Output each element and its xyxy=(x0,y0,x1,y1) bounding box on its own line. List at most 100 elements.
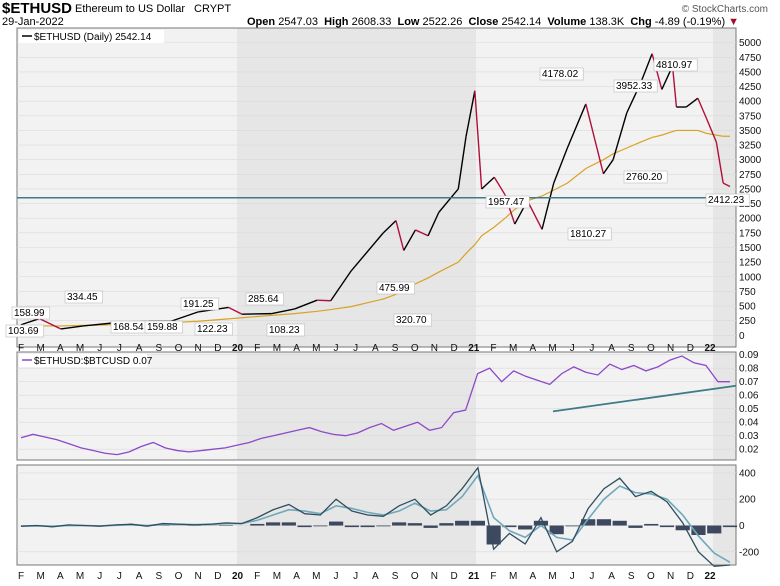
x-tick-label: S xyxy=(628,571,635,582)
volume-value: 138.3K xyxy=(589,16,625,28)
x-tick-label-upper: N xyxy=(667,343,674,354)
open-label: Open xyxy=(247,16,276,28)
ratio-y-tick: 0.08 xyxy=(739,364,759,375)
price-line-segment xyxy=(715,142,724,184)
price-line-segment xyxy=(395,220,405,251)
price-line-segment xyxy=(474,90,483,190)
x-tick-label: O xyxy=(411,571,419,582)
price-annotation: 108.23 xyxy=(269,325,300,336)
x-tick-label: N xyxy=(431,571,438,582)
ratio-legend: $ETHUSD:$BTCUSD 0.07 xyxy=(34,356,153,367)
macd-histogram-bar xyxy=(455,520,470,526)
shade-band-price-1 xyxy=(713,28,736,347)
x-tick-label-upper: A xyxy=(293,343,300,354)
x-tick-label-upper: N xyxy=(195,343,202,354)
x-tick-label-upper: F xyxy=(18,343,24,354)
price-annotation: 334.45 xyxy=(67,292,98,303)
price-annotation-box xyxy=(613,79,658,93)
x-tick-label-upper: F xyxy=(490,343,496,354)
price-y-tick: 500 xyxy=(739,302,756,313)
shade-band-ratio-0 xyxy=(237,352,476,460)
price-y-tick: 4000 xyxy=(739,97,762,108)
down-arrow-icon: ▼ xyxy=(728,16,740,28)
price-y-tick: 2000 xyxy=(739,214,762,225)
price-annotation: 122.23 xyxy=(197,324,228,335)
x-tick-label-upper: O xyxy=(175,343,183,354)
x-tick-label: O xyxy=(647,571,655,582)
x-tick-label: A xyxy=(293,571,300,582)
price-annotation-box xyxy=(194,322,233,336)
x-tick-label-upper: 21 xyxy=(468,343,480,354)
price-y-tick: 0 xyxy=(739,331,745,342)
chg-value: -4.89 (-0.19%) xyxy=(654,16,726,28)
shade-band-macd-0 xyxy=(237,465,476,565)
x-tick-label-upper: D xyxy=(214,343,221,354)
volume-label: Volume xyxy=(547,16,587,28)
price-annotation: 1810.27 xyxy=(570,229,607,240)
x-tick-label-upper: A xyxy=(372,343,379,354)
x-tick-label-upper: D xyxy=(687,343,694,354)
ratio-y-tick: 0.04 xyxy=(739,418,759,429)
price-line-segment xyxy=(271,308,295,315)
ratio-line xyxy=(20,355,730,456)
x-tick-label: J xyxy=(353,571,358,582)
price-annotation: 103.69 xyxy=(8,326,39,337)
x-tick-label-upper: J xyxy=(589,343,594,354)
price-annotation-box xyxy=(376,281,415,295)
price-line-segment xyxy=(457,136,467,190)
price-line-segment xyxy=(350,232,384,272)
x-tick-label: D xyxy=(687,571,694,582)
price-line-segment xyxy=(566,103,587,149)
price-line-segment xyxy=(602,159,614,175)
price-annotation-box xyxy=(705,193,750,207)
x-tick-label-upper: M xyxy=(509,343,517,354)
price-annotation: 4810.97 xyxy=(656,60,693,71)
x-tick-label: 20 xyxy=(232,571,244,582)
price-y-tick: 250 xyxy=(739,316,756,327)
ticker-symbol: $ETHUSD xyxy=(2,0,73,17)
x-tick-label: J xyxy=(570,571,575,582)
price-annotation-box xyxy=(623,170,668,184)
x-tick-label-upper: S xyxy=(155,343,162,354)
x-tick-label-upper: A xyxy=(608,343,615,354)
x-tick-label-upper: D xyxy=(450,343,457,354)
macd-histogram-bar xyxy=(722,525,738,528)
price-line-segment xyxy=(526,200,543,230)
price-line-segment xyxy=(317,299,331,302)
price-line-segment xyxy=(403,229,417,251)
price-annotation: 1957.47 xyxy=(488,197,525,208)
x-tick-label-upper: S xyxy=(628,343,635,354)
macd-histogram-bar xyxy=(628,525,643,528)
macd-histogram-bar xyxy=(581,519,596,526)
x-tick-label: J xyxy=(333,571,338,582)
price-y-tick: 5000 xyxy=(739,38,762,49)
instrument-type: CRYPT xyxy=(194,3,232,15)
price-line-segment xyxy=(242,312,272,315)
x-tick-label-upper: 20 xyxy=(232,343,244,354)
price-y-tick: 1000 xyxy=(739,272,762,283)
instrument-name: Ethereum to US Dollar xyxy=(75,3,186,15)
macd-line xyxy=(20,466,731,567)
price-annotation: 3952.33 xyxy=(616,81,653,92)
x-tick-label: D xyxy=(450,571,457,582)
x-tick-label: A xyxy=(529,571,536,582)
macd-y-tick: -200 xyxy=(739,547,759,558)
ohlc-summary: Open 2547.03 High 2608.33 Low 2522.26 Cl… xyxy=(247,16,739,28)
ratio-trendline xyxy=(552,384,737,413)
x-tick-label: M xyxy=(37,571,45,582)
moving-average-line xyxy=(20,129,730,328)
x-tick-label: M xyxy=(312,571,320,582)
price-annotation-box xyxy=(567,227,612,241)
close-value: 2542.14 xyxy=(501,16,542,28)
macd-histogram-bar xyxy=(596,519,612,526)
price-annotation: 2760.20 xyxy=(626,172,663,183)
x-tick-label: A xyxy=(57,571,64,582)
macd-histogram-bar xyxy=(691,525,706,535)
price-y-tick: 2500 xyxy=(739,184,762,195)
price-annotation-box xyxy=(653,58,698,72)
price-y-tick: 750 xyxy=(739,287,756,298)
macd-histogram-bar xyxy=(407,523,422,526)
macd-histogram-bar xyxy=(360,525,375,528)
price-line-segment xyxy=(60,325,84,330)
x-tick-label: D xyxy=(214,571,221,582)
